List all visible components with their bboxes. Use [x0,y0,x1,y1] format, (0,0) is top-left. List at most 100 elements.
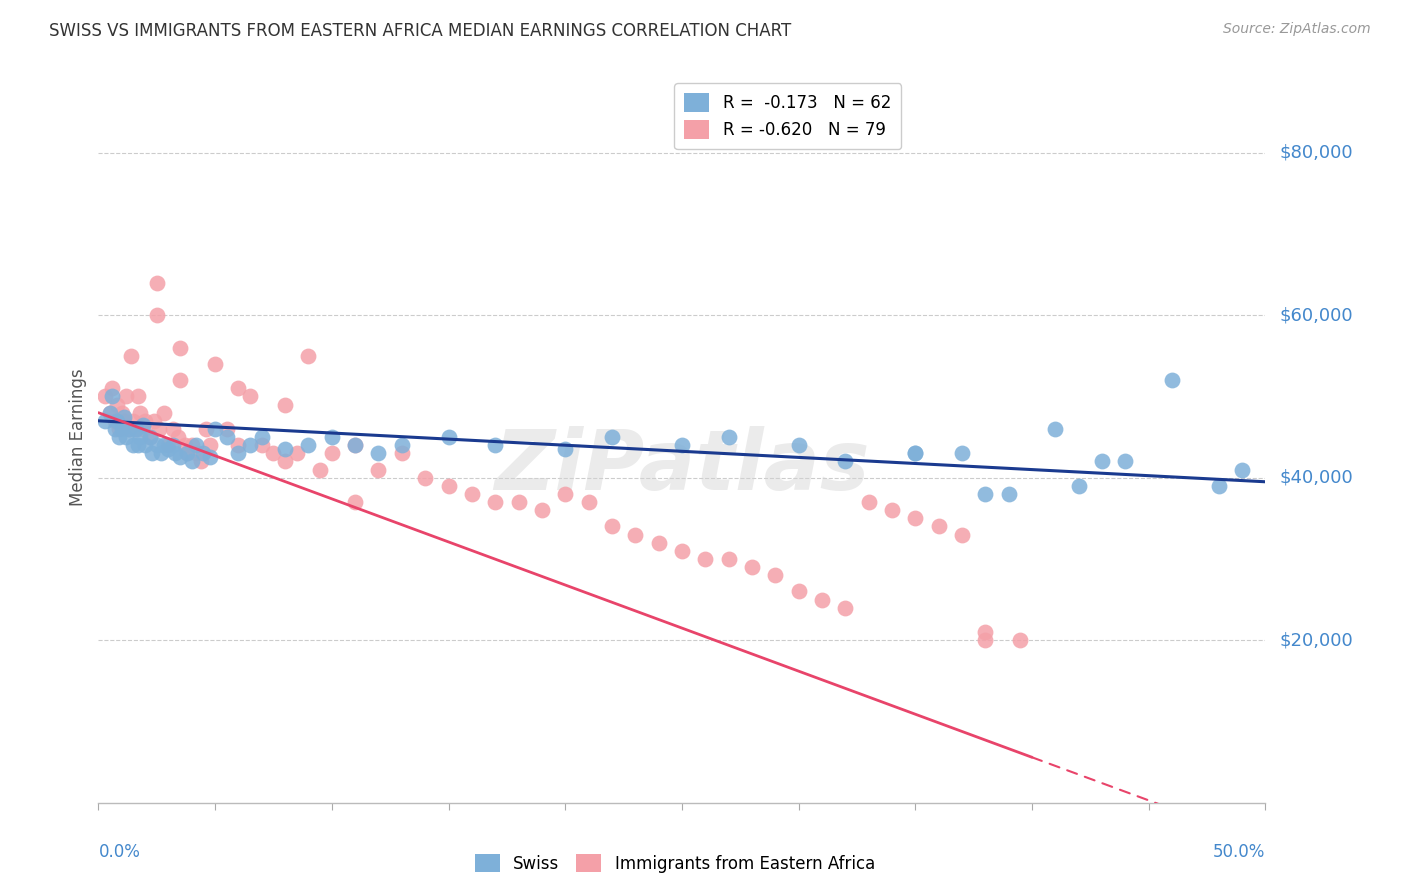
Text: ZiPatlas: ZiPatlas [494,425,870,507]
Point [122,414,145,428]
Point [717,552,740,566]
Point [600,519,623,533]
Point [112,414,135,428]
Point [1114,454,1136,468]
Point [274,442,297,457]
Point [228,446,250,460]
Point [139,430,162,444]
Point [997,487,1019,501]
Point [132,422,155,436]
Point [904,511,927,525]
Point [186,446,208,460]
Text: Source: ZipAtlas.com: Source: ZipAtlas.com [1223,22,1371,37]
Point [141,446,163,460]
Point [787,584,810,599]
Point [250,430,273,444]
Text: $60,000: $60,000 [1279,306,1353,324]
Point [132,417,155,432]
Point [118,422,141,436]
Point [671,544,693,558]
Point [413,471,436,485]
Point [112,409,135,424]
Point [344,438,367,452]
Point [950,527,973,541]
Point [169,373,191,387]
Text: $40,000: $40,000 [1279,468,1353,487]
Point [134,438,156,452]
Point [741,560,763,574]
Point [204,422,226,436]
Point [146,308,169,322]
Point [98,406,121,420]
Point [297,438,319,452]
Point [186,438,208,452]
Point [1045,422,1067,436]
Point [391,438,413,452]
Point [120,349,142,363]
Point [157,442,180,457]
Point [239,438,262,452]
Point [150,446,173,460]
Point [111,406,134,420]
Point [554,442,576,457]
Point [104,414,127,428]
Point [127,438,149,452]
Point [554,487,576,501]
Point [162,422,184,436]
Point [215,430,238,444]
Point [530,503,553,517]
Point [811,592,834,607]
Point [105,414,128,428]
Point [904,446,927,460]
Point [1067,479,1090,493]
Point [274,398,297,412]
Point [94,389,117,403]
Point [200,450,222,465]
Text: SWISS VS IMMIGRANTS FROM EASTERN AFRICA MEDIAN EARNINGS CORRELATION CHART: SWISS VS IMMIGRANTS FROM EASTERN AFRICA … [49,22,792,40]
Point [904,446,927,460]
Point [148,422,170,436]
Y-axis label: Median Earnings: Median Earnings [69,368,87,506]
Point [104,422,127,436]
Point [858,495,880,509]
Point [169,341,191,355]
Point [180,454,202,468]
Point [461,487,484,501]
Point [98,406,121,420]
Point [928,519,950,533]
Point [125,422,148,436]
Point [1091,454,1114,468]
Point [173,438,195,452]
Point [437,430,460,444]
Point [321,430,343,444]
Point [169,450,191,465]
Text: $20,000: $20,000 [1279,632,1353,649]
Point [166,430,188,444]
Point [152,438,174,452]
Point [152,406,174,420]
Point [834,600,856,615]
Point [695,552,717,566]
Point [111,422,134,436]
Point [108,422,131,436]
Point [974,625,997,640]
Point [285,446,308,460]
Point [127,389,149,403]
Point [297,349,319,363]
Point [101,381,124,395]
Text: $80,000: $80,000 [1279,144,1353,161]
Point [508,495,530,509]
Text: 50.0%: 50.0% [1213,843,1265,861]
Point [484,438,506,452]
Point [974,633,997,648]
Point [950,446,973,460]
Point [129,430,152,444]
Point [108,430,131,444]
Point [239,389,262,403]
Point [176,446,198,460]
Point [165,446,187,460]
Point [200,438,222,452]
Point [880,503,903,517]
Point [193,446,215,460]
Point [717,430,740,444]
